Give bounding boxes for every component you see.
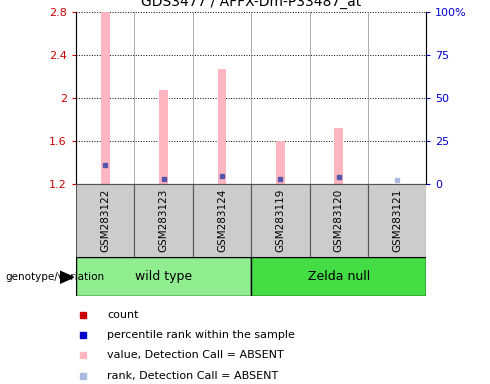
Bar [193, 184, 251, 257]
Bar [101, 12, 110, 184]
Bar [310, 184, 368, 257]
Text: GSM283124: GSM283124 [217, 189, 227, 253]
Text: GSM283121: GSM283121 [392, 189, 402, 253]
Bar [218, 69, 226, 184]
Bar [334, 128, 343, 184]
Text: percentile rank within the sample: percentile rank within the sample [107, 330, 295, 340]
Bar [76, 257, 251, 296]
Bar [251, 184, 310, 257]
Bar [159, 90, 168, 184]
Text: rank, Detection Call = ABSENT: rank, Detection Call = ABSENT [107, 371, 279, 381]
Text: GSM283122: GSM283122 [100, 189, 110, 253]
Text: GSM283119: GSM283119 [275, 189, 285, 253]
Bar [368, 184, 426, 257]
Text: wild type: wild type [135, 270, 192, 283]
Text: value, Detection Call = ABSENT: value, Detection Call = ABSENT [107, 350, 284, 360]
Bar [76, 184, 134, 257]
Bar [251, 257, 426, 296]
Bar [276, 141, 285, 184]
Title: GDS3477 / AFFX-Dm-P33487_at: GDS3477 / AFFX-Dm-P33487_at [141, 0, 361, 9]
Bar [134, 184, 193, 257]
Text: GSM283123: GSM283123 [159, 189, 169, 253]
Text: GSM283120: GSM283120 [334, 189, 343, 252]
Text: genotype/variation: genotype/variation [5, 272, 104, 282]
Polygon shape [60, 271, 74, 283]
Text: count: count [107, 310, 139, 320]
Text: Zelda null: Zelda null [308, 270, 370, 283]
